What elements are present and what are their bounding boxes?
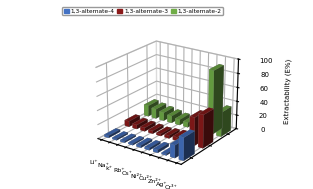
Legend: 1,3-alternate-4, 1,3-alternate-3, 1,3-alternate-2: 1,3-alternate-4, 1,3-alternate-3, 1,3-al… xyxy=(62,7,223,15)
